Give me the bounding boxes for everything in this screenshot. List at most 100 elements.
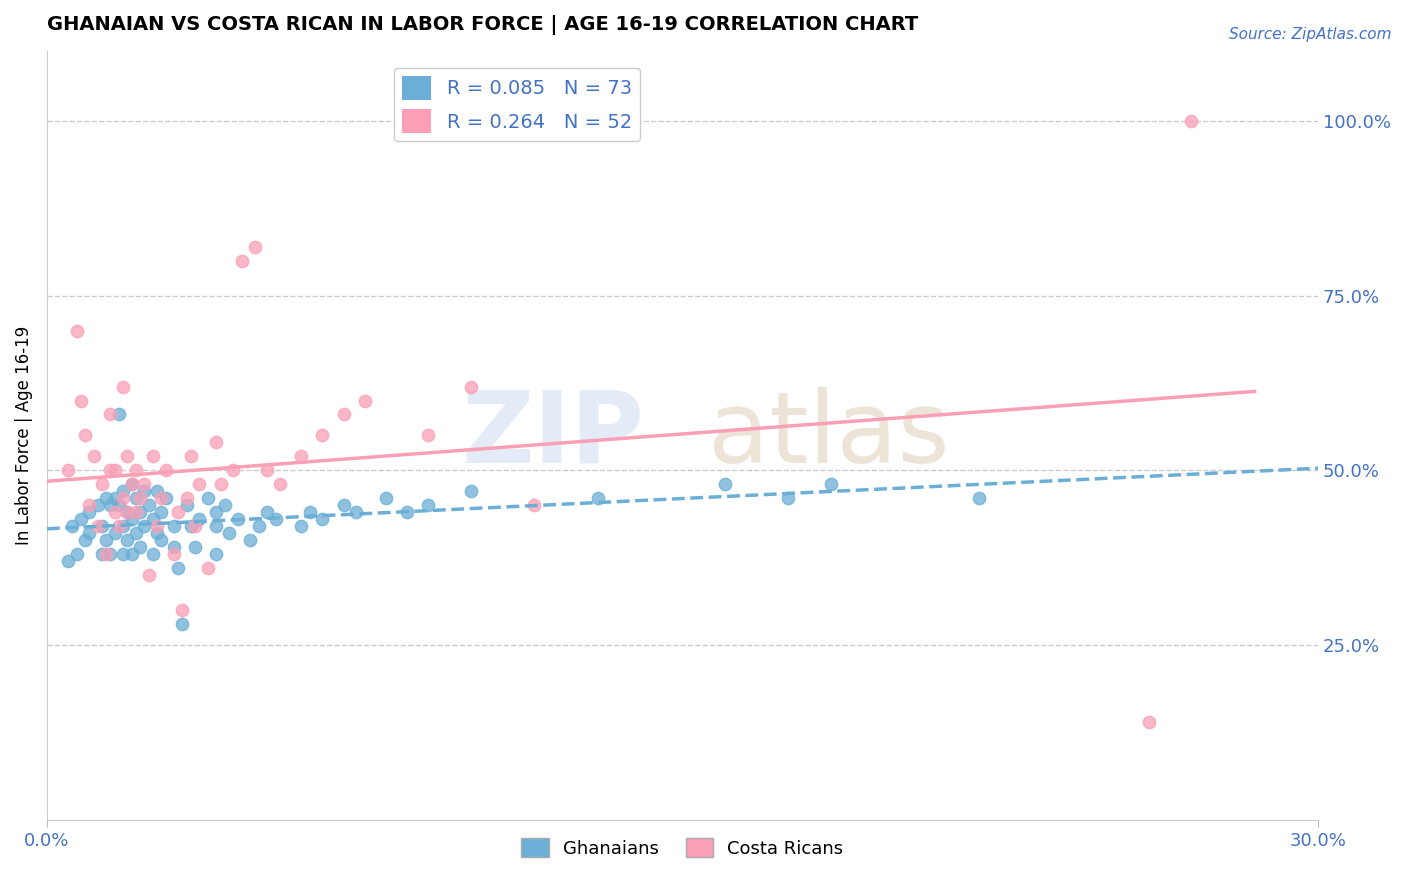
Point bbox=[96, 491, 118, 506]
Point bbox=[256, 463, 278, 477]
Point bbox=[967, 491, 990, 506]
Point bbox=[112, 484, 135, 499]
Point bbox=[117, 505, 139, 519]
Point bbox=[247, 519, 270, 533]
Point bbox=[231, 253, 253, 268]
Point bbox=[96, 533, 118, 548]
Point bbox=[91, 519, 114, 533]
Point bbox=[125, 505, 148, 519]
Point bbox=[460, 379, 482, 393]
Point bbox=[1137, 715, 1160, 730]
Point bbox=[150, 491, 173, 506]
Point bbox=[396, 505, 419, 519]
Point bbox=[167, 561, 190, 575]
Point bbox=[163, 519, 186, 533]
Point bbox=[586, 491, 609, 506]
Point bbox=[180, 519, 202, 533]
Point bbox=[129, 505, 152, 519]
Point bbox=[197, 561, 219, 575]
Point bbox=[172, 617, 194, 632]
Point bbox=[197, 491, 219, 506]
Point bbox=[112, 379, 135, 393]
Point bbox=[65, 547, 87, 561]
Point bbox=[91, 477, 114, 491]
Point bbox=[129, 541, 152, 555]
Point bbox=[87, 519, 110, 533]
Point bbox=[112, 519, 135, 533]
Point bbox=[108, 408, 131, 422]
Point bbox=[73, 533, 96, 548]
Point bbox=[353, 393, 375, 408]
Point bbox=[142, 512, 165, 526]
Point bbox=[73, 428, 96, 442]
Point bbox=[121, 547, 143, 561]
Text: Source: ZipAtlas.com: Source: ZipAtlas.com bbox=[1229, 27, 1392, 42]
Point bbox=[129, 491, 152, 506]
Point bbox=[243, 240, 266, 254]
Point bbox=[104, 526, 127, 541]
Point bbox=[100, 499, 122, 513]
Point bbox=[344, 505, 367, 519]
Point bbox=[117, 505, 139, 519]
Point bbox=[65, 324, 87, 338]
Point bbox=[184, 541, 207, 555]
Point bbox=[172, 603, 194, 617]
Point bbox=[100, 463, 122, 477]
Point bbox=[820, 477, 842, 491]
Point bbox=[134, 477, 156, 491]
Point bbox=[77, 526, 100, 541]
Point bbox=[311, 512, 333, 526]
Point bbox=[104, 463, 127, 477]
Point bbox=[184, 519, 207, 533]
Point bbox=[104, 491, 127, 506]
Point bbox=[69, 512, 91, 526]
Point bbox=[256, 505, 278, 519]
Y-axis label: In Labor Force | Age 16-19: In Labor Force | Age 16-19 bbox=[15, 326, 32, 545]
Point bbox=[142, 450, 165, 464]
Point bbox=[150, 505, 173, 519]
Point bbox=[290, 450, 312, 464]
Point bbox=[155, 463, 177, 477]
Point bbox=[146, 484, 169, 499]
Point bbox=[290, 519, 312, 533]
Point bbox=[138, 499, 160, 513]
Point bbox=[222, 463, 245, 477]
Point bbox=[56, 463, 79, 477]
Point bbox=[100, 547, 122, 561]
Point bbox=[332, 499, 354, 513]
Point bbox=[77, 499, 100, 513]
Point bbox=[121, 477, 143, 491]
Point bbox=[104, 505, 127, 519]
Legend: Ghanaians, Costa Ricans: Ghanaians, Costa Ricans bbox=[515, 831, 851, 865]
Point bbox=[155, 491, 177, 506]
Point bbox=[418, 499, 440, 513]
Point bbox=[205, 519, 228, 533]
Point bbox=[298, 505, 321, 519]
Text: ZIP: ZIP bbox=[461, 387, 644, 484]
Point bbox=[180, 450, 202, 464]
Point bbox=[714, 477, 737, 491]
Point bbox=[112, 491, 135, 506]
Point bbox=[91, 547, 114, 561]
Point bbox=[778, 491, 800, 506]
Point bbox=[188, 512, 211, 526]
Point bbox=[374, 491, 396, 506]
Point bbox=[226, 512, 249, 526]
Point bbox=[269, 477, 291, 491]
Point bbox=[205, 547, 228, 561]
Point bbox=[146, 519, 169, 533]
Text: GHANAIAN VS COSTA RICAN IN LABOR FORCE | AGE 16-19 CORRELATION CHART: GHANAIAN VS COSTA RICAN IN LABOR FORCE |… bbox=[46, 15, 918, 35]
Point bbox=[134, 484, 156, 499]
Point bbox=[108, 499, 131, 513]
Point bbox=[56, 554, 79, 568]
Point bbox=[264, 512, 287, 526]
Point bbox=[108, 519, 131, 533]
Point bbox=[176, 491, 198, 506]
Point bbox=[332, 408, 354, 422]
Point bbox=[100, 408, 122, 422]
Point bbox=[163, 541, 186, 555]
Point bbox=[125, 526, 148, 541]
Point bbox=[239, 533, 262, 548]
Point bbox=[87, 499, 110, 513]
Point bbox=[77, 505, 100, 519]
